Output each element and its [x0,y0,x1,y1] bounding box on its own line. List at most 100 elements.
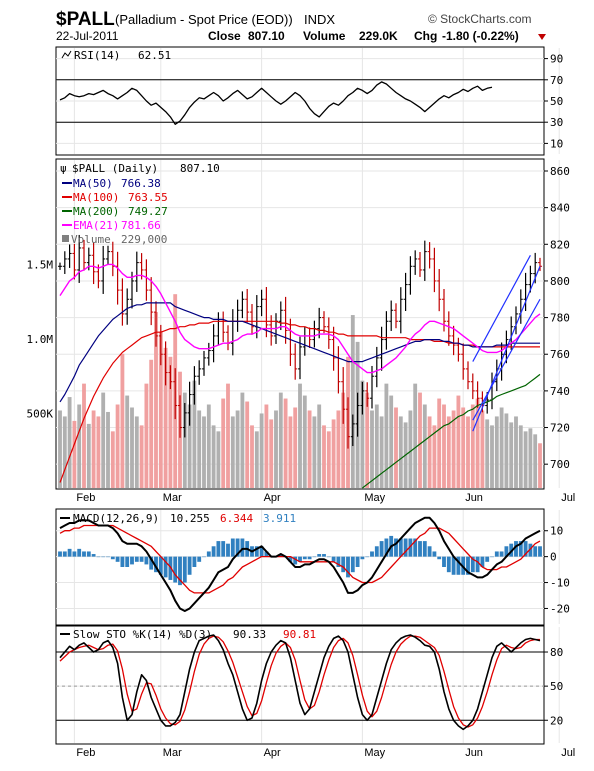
macd-histogram-bar [216,541,221,557]
sto-k-line [59,634,541,731]
macd-histogram-bar [235,538,240,557]
volume-swatch [62,235,69,242]
volume-bar [144,383,149,488]
volume-bar [494,416,499,488]
macd-histogram-bar [538,546,542,557]
down-arrow-icon [538,34,546,40]
volume-bar [250,425,254,488]
price-tick-label: 700 [550,458,570,471]
price-label: $PALL (Daily) [72,162,158,175]
exchange-label: INDX [304,12,335,27]
volume-bar [274,410,278,488]
price-tick-label: 780 [550,312,570,325]
macd-histogram-bar [374,546,379,557]
macd-histogram-bar [139,556,144,562]
month-label: May [364,747,385,759]
volume-bar [130,407,134,488]
macd-histogram-bar [82,551,86,557]
macd-histogram-bar [413,538,418,557]
volume-bar [211,425,216,488]
sto-d-line [59,635,540,728]
month-label: Jun [465,492,483,504]
macd-histogram-bar [130,556,134,565]
volume-bar [509,422,514,488]
macd-histogram-bar [360,556,365,560]
volume-bar [384,383,389,488]
macd-histogram-bar [149,556,154,570]
macd-histogram-bar [192,556,197,567]
macd-label: MACD(12,26,9) [73,512,159,525]
volume-bar [370,410,374,488]
chg-value: -1.80 (-0.22%) [442,29,519,43]
volume-bar [523,431,528,488]
volume-bar [86,423,91,488]
macd-histogram-bar [312,556,317,558]
volume-bar [480,410,485,488]
macd-histogram-bar [475,556,480,573]
macd-histogram-bar [206,551,211,557]
rsi-tick-label: 10 [550,137,563,150]
macd-histogram-bar [398,538,403,557]
volume-bar [302,395,307,488]
macd-histogram-bar [331,556,336,562]
volume-bar [504,413,509,488]
macd-histogram-bar [370,551,374,557]
macd-histogram-bar [341,556,346,573]
volume-bar [317,404,322,488]
volume-bar [245,401,250,488]
price-tick-label: 720 [550,422,570,435]
volume-bar [307,410,312,488]
volume-bar [91,410,96,488]
month-label: Mar [163,747,182,759]
volume-bar [499,407,504,488]
volume-bar [58,410,62,488]
macd-histogram-bar [120,556,125,567]
volume-bar [485,419,490,488]
volume-bar [394,407,398,488]
volume-bar [398,416,403,488]
macd-histogram-bar [106,556,110,558]
volume-bar [451,410,456,488]
macd-histogram-bar [422,541,427,557]
volume-bar [192,380,197,488]
macd-histogram-bar [101,556,106,558]
volume-bar [514,416,518,488]
volume-bar [470,404,475,488]
macd-histogram-bar [418,541,422,557]
volume-bar [533,434,538,488]
volume-bar [456,395,461,488]
volume-bar [149,359,154,488]
volume-bar [154,312,158,488]
rsi-value: 62.51 [138,49,171,62]
volume-bar [259,413,264,488]
volume-bar [216,431,221,488]
macd-histogram-bar [298,556,302,562]
month-label: Apr [264,492,281,504]
macd-histogram-bar [125,556,130,567]
rsi-legend: RSI(14) 62.51 [61,49,171,62]
macd-histogram-bar [336,556,341,567]
macd-histogram-bar [254,546,259,557]
macd-histogram-bar [490,556,494,558]
trend-line [472,254,531,362]
macd-histogram-bar [197,556,202,562]
sto-tick-label: 20 [550,714,563,727]
ohlc-icon: ψ [60,162,67,175]
instrument-name: (Palladium - Spot Price (EOD)) [115,12,293,27]
volume-bar [293,407,298,488]
macd-histogram-bar [494,551,499,557]
trend-line [472,298,541,421]
macd-histogram-bar [442,556,446,567]
close-label: Close [208,29,241,43]
rsi-line [59,81,493,125]
volume-bar [427,416,432,488]
macd-histogram-bar [403,538,408,557]
ma200-label: MA(200) [73,205,119,218]
ma100-value: 763.55 [128,191,168,204]
volume-tick-label: 1.5M [27,258,54,271]
macd-value: 10.255 [170,512,210,525]
macd-histogram-bar [264,551,269,557]
chg-label: Chg [414,29,437,43]
volume-bar [254,431,259,488]
ma50-label: MA(50) [73,177,113,190]
